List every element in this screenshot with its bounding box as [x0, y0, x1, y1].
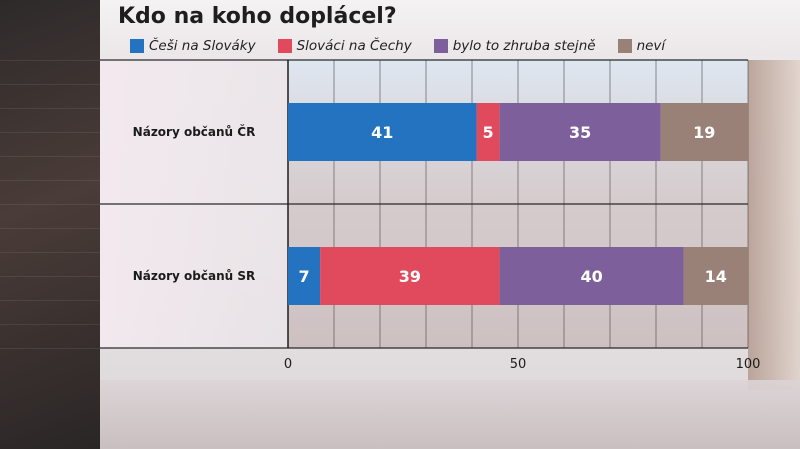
- x-tick-label: 50: [510, 357, 527, 372]
- bar-value-label: 35: [569, 123, 591, 142]
- x-tick-label: 0: [284, 357, 292, 372]
- bar-value-label: 5: [483, 123, 494, 142]
- legend-label: neví: [636, 38, 666, 54]
- chart-title: Kdo na koho doplácel?: [118, 4, 397, 29]
- bar-value-label: 7: [299, 267, 310, 286]
- legend-item: bylo to zhruba stejně: [433, 38, 596, 54]
- legend-item: Slováci na Čechy: [277, 38, 412, 54]
- bar-segment: [288, 103, 477, 161]
- background-left-stripes: [0, 60, 100, 360]
- bar-segment: [499, 103, 661, 161]
- legend-label: Slováci na Čechy: [296, 38, 412, 54]
- legend-swatch: [433, 39, 448, 53]
- x-axis-ticks: 0 50 100: [284, 357, 761, 372]
- bar-segments: 41 5 35 19 7 39 40 14: [288, 103, 748, 305]
- legend-item: Češi na Slováky: [130, 38, 256, 54]
- legend-swatch: [130, 39, 144, 53]
- bar-segment: [288, 247, 321, 305]
- bar-value-label: 14: [705, 267, 727, 286]
- background-bottom-band: [100, 380, 800, 449]
- x-tick-label: 100: [736, 357, 761, 372]
- category-label: Názory občanů ČR: [133, 124, 256, 139]
- legend-swatch: [617, 39, 632, 53]
- background-left-panel: [0, 0, 100, 449]
- bar-segment: [499, 247, 684, 305]
- bar-value-label: 40: [580, 267, 602, 286]
- bar-segment: [320, 247, 500, 305]
- legend-item: neví: [617, 38, 666, 54]
- chart-legend: Češi na Slováky Slováci na Čechy bylo to z…: [130, 36, 687, 56]
- bar-segment: [476, 103, 500, 161]
- background-right-photo: [748, 60, 800, 390]
- legend-label: bylo to zhruba stejně: [452, 38, 596, 54]
- legend-label: Češi na Slováky: [149, 38, 256, 54]
- category-label: Názory občanů SR: [133, 269, 255, 283]
- bar-segment: [660, 103, 748, 161]
- bar-value-label: 39: [399, 267, 421, 286]
- row-labels: Názory občanů ČR Názory občanů SR: [133, 124, 256, 283]
- bar-value-label: 41: [371, 123, 393, 142]
- bar-segment: [683, 247, 748, 305]
- legend-swatch: [277, 39, 292, 53]
- bar-value-label: 19: [693, 123, 715, 142]
